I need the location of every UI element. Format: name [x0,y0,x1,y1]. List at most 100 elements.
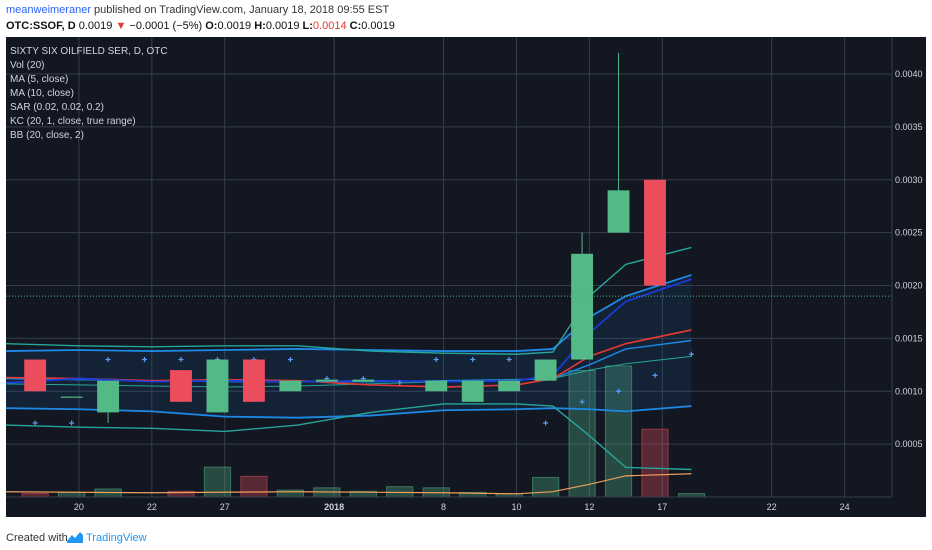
volume-bar [531,476,560,498]
candle-body [571,253,594,360]
low-label: L: [302,20,313,32]
sar-point [688,351,694,357]
last-price: 0.0019 [78,20,113,32]
sar-point [616,388,622,394]
chart-background [6,37,926,517]
legend-item[interactable]: Vol (20) [10,60,44,71]
legend-item[interactable]: BB (20, close, 2) [10,130,84,141]
legend-item[interactable]: SIXTY SIX OILFIELD SER, D, OTC [10,46,168,57]
price-tick-label: 0.0020 [895,281,923,291]
chart-grid [6,37,892,497]
time-tick-label: 20 [74,502,84,512]
chart-header: meanweimeraner published on TradingView.… [0,0,932,36]
price-axis[interactable] [892,37,926,497]
volume-bar [641,428,669,498]
indicator-legend: SIXTY SIX OILFIELD SER, D, OTC Vol (20) … [10,46,168,141]
price-tick-label: 0.0040 [895,69,923,79]
candle-body [279,380,302,392]
time-tick-label: 12 [584,502,594,512]
indicator-line-kc [6,246,692,355]
sar-point [178,357,184,363]
sar-point [579,399,585,405]
author-link[interactable]: meanweimeraner [6,4,91,16]
candle-body [206,359,229,413]
legend-item[interactable]: KC (20, 1, close, true range) [10,116,136,127]
candle-body [498,380,521,392]
low-value: 0.0014 [312,20,347,32]
candle-body [607,190,630,233]
candle-body [425,380,448,392]
sar-point [506,357,512,363]
sar-point [470,357,476,363]
time-axis-labels: 20 22 27 2018 8 10 12 17 22 24 [74,502,850,512]
time-tick-label: 27 [220,502,230,512]
footer: Created with TradingView [0,525,932,550]
time-axis[interactable] [6,497,926,517]
open-label: O: [205,20,218,32]
volume-bar [21,493,49,498]
change-arrow-icon: ▼ [115,20,127,32]
time-tick-label: 22 [147,502,157,512]
legend-item[interactable]: MA (10, close) [10,88,74,99]
price-axis-labels: 0.0005 0.0010 0.0015 0.0020 0.0025 0.0030 0.00… [895,69,923,449]
ohlc-line: OTC:SSOF, D 0.0019 ▼ −0.0001 (−5%) O:0.0… [6,20,395,32]
candle-body [352,379,375,382]
high-value: 0.0019 [265,20,300,32]
high-label: H: [254,20,266,32]
volume-bar [58,491,86,498]
volume-bar [677,493,706,498]
price-change: −0.0001 (−5%) [129,20,203,32]
time-tick-label: 24 [840,502,850,512]
sar-point [142,357,148,363]
indicator-line-kc [6,403,692,471]
candlesticks [24,52,666,423]
sar-point [32,420,38,426]
candle-body [315,379,338,382]
candle-body [534,359,557,381]
time-tick-label: 2018 [324,502,344,512]
candle-body [24,359,47,392]
time-tick-label: 22 [767,502,777,512]
close-label: C: [349,20,362,32]
volume-bar [240,475,268,498]
price-tick-label: 0.0035 [895,122,923,132]
candle-body [170,370,192,402]
sar-point [69,420,75,426]
indicator-line-ma10 [6,278,692,384]
price-tick-label: 0.0025 [895,228,923,238]
time-tick-label: 8 [441,502,446,512]
sar-point [397,380,403,386]
candle-body [461,380,484,402]
symbol-label: OTC:SSOF, D [6,20,76,32]
sar-point [287,357,293,363]
price-tick-label: 0.0015 [895,333,923,343]
volume-bar [568,370,596,498]
indicator-line-kc [6,355,692,388]
created-with-text: Created with [6,532,68,544]
indicator-lines [6,246,692,495]
candle-body [644,179,666,286]
sar-point [433,357,439,363]
close-value: 0.0019 [361,20,395,32]
published-text: published on TradingView.com, January 18… [94,4,390,16]
legend-item[interactable]: SAR (0.02, 0.02, 0.2) [10,102,104,113]
candle-body [60,396,83,398]
sar-point [652,372,658,378]
volume-bar [604,365,633,498]
legend-item[interactable]: MA (5, close) [10,74,68,85]
price-tick-label: 0.0010 [895,386,923,396]
sar-point [105,357,111,363]
indicator-line-bb [6,274,692,352]
price-tick-label: 0.0030 [895,175,923,185]
time-tick-label: 10 [511,502,521,512]
tradingview-link[interactable]: TradingView [86,532,147,544]
time-tick-label: 17 [657,502,667,512]
price-chart[interactable]: 0.0019 0.00050.00100.00150.00200.00250.0… [6,37,926,517]
sar-point [543,420,549,426]
tradingview-logo-icon[interactable] [66,531,84,544]
indicator-line-bb [6,405,692,419]
open-value: 0.0019 [217,20,252,32]
publication-line: meanweimeraner published on TradingView.… [6,4,389,16]
candle-body [242,359,265,402]
candle-body [97,380,120,413]
